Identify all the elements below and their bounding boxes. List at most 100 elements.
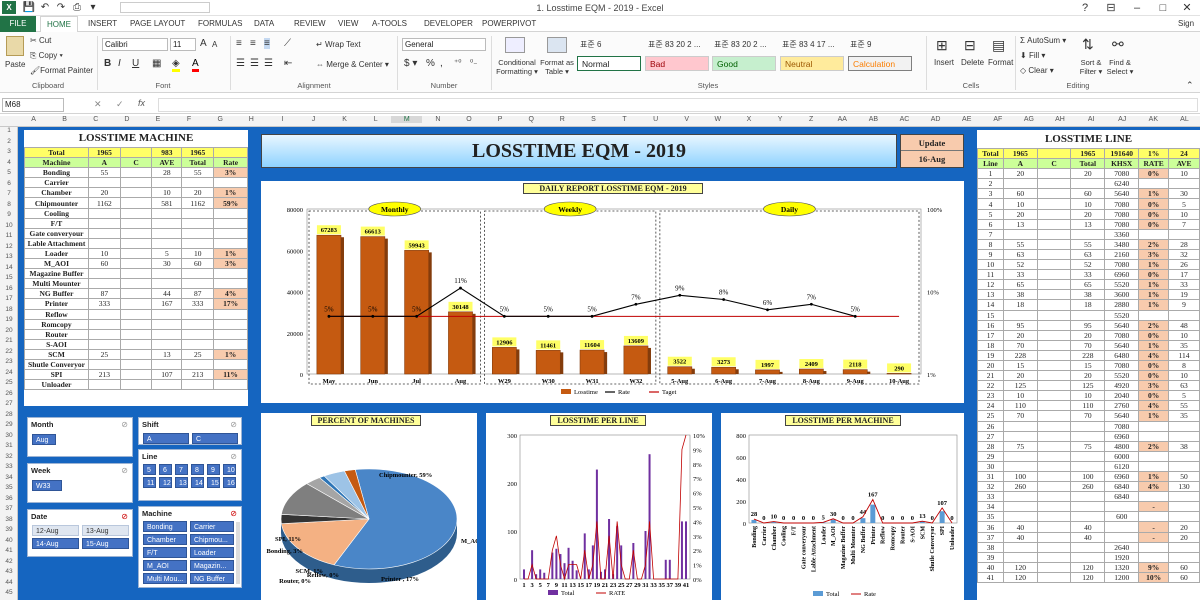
- table-cell[interactable]: Romcopy: [24, 318, 89, 330]
- table-cell[interactable]: [1036, 430, 1072, 442]
- table-cell[interactable]: 10: [1002, 198, 1038, 210]
- fill-button[interactable]: ⬇ Fill ▾: [1020, 51, 1045, 60]
- table-cell[interactable]: [1070, 420, 1106, 432]
- row-header[interactable]: 33: [5, 463, 13, 470]
- table-cell[interactable]: [1138, 460, 1170, 473]
- table-cell[interactable]: [1138, 430, 1170, 442]
- table-cell[interactable]: [1168, 551, 1200, 563]
- column-header[interactable]: A: [31, 116, 36, 123]
- slicer-date-item[interactable]: 15-Aug: [82, 538, 129, 549]
- align-left-icon[interactable]: ☰: [236, 58, 245, 69]
- tab-formulas[interactable]: FORMULAS: [198, 19, 243, 28]
- table-cell[interactable]: 4%: [1138, 481, 1170, 493]
- table-cell[interactable]: 18: [1002, 299, 1038, 311]
- table-cell[interactable]: 10: [151, 187, 183, 199]
- table-cell[interactable]: 6480: [1104, 349, 1140, 361]
- table-cell[interactable]: [181, 237, 215, 249]
- table-cell[interactable]: 36: [977, 521, 1004, 533]
- table-cell[interactable]: 20: [1002, 208, 1038, 220]
- table-cell[interactable]: [1036, 319, 1072, 331]
- copy-button[interactable]: ⎘ Copy ▾: [30, 51, 63, 61]
- column-header[interactable]: W: [714, 116, 722, 123]
- row-header[interactable]: 32: [5, 452, 13, 460]
- paste-button[interactable]: Paste: [5, 60, 26, 69]
- style-bad[interactable]: Bad: [645, 56, 709, 71]
- table-cell[interactable]: [1070, 511, 1106, 523]
- enter-icon[interactable]: ✓: [116, 99, 124, 109]
- column-header[interactable]: C: [93, 116, 99, 123]
- slicer-machine-item[interactable]: M_AOI: [143, 560, 187, 571]
- table-cell[interactable]: [1002, 178, 1038, 190]
- table-cell[interactable]: [1168, 501, 1200, 513]
- table-cell[interactable]: 11: [977, 269, 1004, 281]
- table-cell[interactable]: [119, 217, 153, 229]
- align-top-icon[interactable]: ≡: [236, 38, 242, 49]
- table-cell[interactable]: [1036, 460, 1072, 473]
- table-cell[interactable]: 0%: [1138, 390, 1170, 402]
- table-cell[interactable]: [181, 177, 215, 189]
- table-cell[interactable]: 2760: [1104, 400, 1140, 412]
- table-cell[interactable]: [1168, 460, 1200, 473]
- table-cell[interactable]: Shutle Converyor: [24, 358, 89, 371]
- row-header[interactable]: 30: [5, 431, 13, 439]
- column-header[interactable]: U: [653, 116, 659, 123]
- table-cell[interactable]: 7080: [1104, 208, 1140, 220]
- table-cell[interactable]: [151, 217, 183, 229]
- row-header[interactable]: 39: [5, 526, 13, 533]
- table-cell[interactable]: [1070, 309, 1106, 321]
- table-cell[interactable]: [119, 298, 153, 310]
- table-cell[interactable]: [1070, 430, 1106, 442]
- table-cell[interactable]: [1070, 460, 1106, 473]
- style-head-2[interactable]: 표준 83 20 2 ...: [648, 40, 701, 49]
- column-header[interactable]: N: [435, 116, 441, 123]
- table-cell[interactable]: [181, 207, 215, 219]
- table-cell[interactable]: Magazine Buffer: [24, 268, 89, 280]
- row-header[interactable]: 16: [5, 284, 13, 292]
- table-cell[interactable]: 0%: [1138, 218, 1170, 230]
- row-header[interactable]: 41: [5, 547, 13, 554]
- table-cell[interactable]: 7080: [1104, 168, 1140, 180]
- table-cell[interactable]: 13: [977, 289, 1004, 301]
- table-cell[interactable]: 25: [87, 348, 121, 360]
- table-cell[interactable]: 13: [151, 348, 183, 360]
- column-header[interactable]: H: [248, 116, 254, 123]
- table-cell[interactable]: [87, 217, 121, 229]
- table-cell[interactable]: [1002, 450, 1038, 462]
- conditional-formatting-icon[interactable]: [505, 37, 525, 53]
- table-cell[interactable]: [119, 197, 153, 209]
- table-cell[interactable]: [1138, 420, 1170, 432]
- table-cell[interactable]: [119, 338, 153, 350]
- number-format-select[interactable]: General: [402, 38, 486, 51]
- table-cell[interactable]: 16: [977, 319, 1004, 331]
- table-cell[interactable]: 1%: [213, 187, 248, 199]
- table-cell[interactable]: [119, 379, 153, 391]
- table-cell[interactable]: [1036, 511, 1072, 523]
- table-cell[interactable]: 87: [181, 288, 215, 300]
- table-cell[interactable]: [87, 318, 121, 330]
- table-cell[interactable]: 24: [977, 400, 1004, 412]
- font-size-select[interactable]: 11: [170, 38, 196, 51]
- table-cell[interactable]: [119, 177, 153, 189]
- table-cell[interactable]: 35: [1168, 339, 1200, 351]
- table-cell[interactable]: 125: [1070, 380, 1106, 392]
- table-cell[interactable]: [1036, 198, 1072, 210]
- table-cell[interactable]: 0%: [1138, 269, 1170, 281]
- table-cell[interactable]: NG Buffer: [24, 288, 89, 300]
- table-cell[interactable]: 95: [1070, 319, 1106, 331]
- table-cell[interactable]: 1%: [1138, 410, 1170, 422]
- table-cell[interactable]: [1002, 541, 1038, 553]
- table-cell[interactable]: [1104, 501, 1140, 513]
- column-header[interactable]: P: [497, 116, 503, 123]
- table-cell[interactable]: 1%: [213, 247, 248, 260]
- table-cell[interactable]: [1168, 420, 1200, 432]
- table-cell[interactable]: Cooling: [24, 207, 89, 219]
- table-cell[interactable]: [151, 379, 183, 391]
- sign-in-link[interactable]: Sign in: [1178, 19, 1195, 44]
- table-cell[interactable]: 14: [977, 299, 1004, 311]
- table-cell[interactable]: 3%: [213, 258, 248, 270]
- table-cell[interactable]: 7080: [1104, 329, 1140, 341]
- table-cell[interactable]: 4: [977, 198, 1004, 210]
- column-header[interactable]: K: [342, 116, 347, 123]
- table-cell[interactable]: [1168, 309, 1200, 321]
- table-cell[interactable]: 20: [1070, 208, 1106, 220]
